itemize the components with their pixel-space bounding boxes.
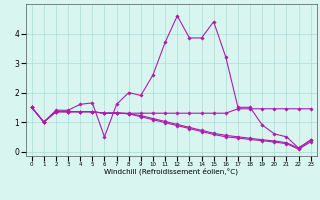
X-axis label: Windchill (Refroidissement éolien,°C): Windchill (Refroidissement éolien,°C) bbox=[104, 168, 238, 175]
